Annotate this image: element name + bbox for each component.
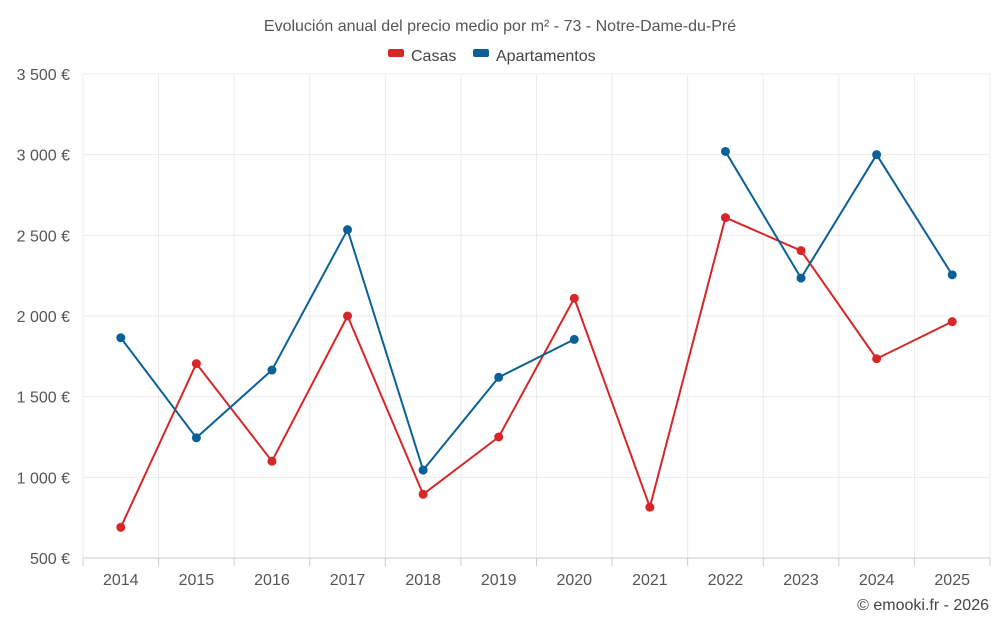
- data-point-casas[interactable]: [569, 293, 579, 303]
- y-tick-label: 1 000 €: [17, 470, 70, 487]
- data-point-casas[interactable]: [947, 317, 957, 327]
- x-tick-label: 2019: [481, 572, 517, 589]
- chart-title: Evolución anual del precio medio por m² …: [264, 18, 736, 35]
- data-point-apartamentos[interactable]: [796, 273, 806, 283]
- x-tick-label: 2018: [405, 572, 441, 589]
- x-tick-label: 2014: [103, 572, 139, 589]
- data-point-casas[interactable]: [796, 246, 806, 256]
- x-tick-label: 2017: [330, 572, 366, 589]
- data-point-casas[interactable]: [418, 489, 428, 499]
- data-point-apartamentos[interactable]: [872, 150, 882, 160]
- y-tick-label: 2 500 €: [17, 228, 70, 245]
- data-point-apartamentos[interactable]: [494, 372, 504, 382]
- data-point-apartamentos[interactable]: [191, 433, 201, 443]
- x-tick-label: 2022: [708, 572, 744, 589]
- data-point-casas[interactable]: [343, 311, 353, 321]
- y-tick-label: 3 500 €: [17, 67, 70, 84]
- x-tick-label: 2021: [632, 572, 668, 589]
- data-point-apartamentos[interactable]: [343, 225, 353, 235]
- x-tick-label: 2015: [179, 572, 215, 589]
- legend-item-casas[interactable]: Casas: [388, 48, 456, 65]
- series-line-apartamentos: [119, 228, 575, 472]
- data-point-casas[interactable]: [494, 432, 504, 442]
- x-tick-label: 2023: [783, 572, 819, 589]
- data-point-apartamentos[interactable]: [720, 146, 730, 156]
- series-apartamentos: [116, 146, 957, 475]
- data-point-casas[interactable]: [191, 359, 201, 369]
- y-tick-label: 1 500 €: [17, 390, 70, 407]
- data-point-casas[interactable]: [645, 502, 655, 512]
- series-line-apartamentos: [724, 150, 954, 280]
- x-axis: 2014 2015 2016 2017 2018 2019 2020 2021 2022 2023…: [82, 557, 991, 589]
- data-point-apartamentos[interactable]: [116, 333, 126, 343]
- y-tick-label: 500 €: [30, 551, 70, 568]
- x-tick-label: 2020: [556, 572, 592, 589]
- plot-series: [116, 146, 957, 532]
- series-casas: [116, 213, 957, 532]
- legend-label-apartamentos: Apartamentos: [496, 48, 596, 65]
- data-point-apartamentos[interactable]: [947, 270, 957, 280]
- data-point-apartamentos[interactable]: [267, 365, 277, 375]
- data-point-apartamentos[interactable]: [569, 334, 579, 344]
- series-line-casas: [119, 216, 953, 528]
- x-tick-label: 2024: [859, 572, 895, 589]
- data-point-casas[interactable]: [720, 213, 730, 223]
- x-tick-label: 2016: [254, 572, 290, 589]
- legend-label-casas: Casas: [411, 48, 456, 65]
- data-point-casas[interactable]: [267, 456, 277, 466]
- credit-text: © emooki.fr - 2026: [857, 597, 989, 614]
- legend: Casas Apartamentos: [388, 48, 596, 65]
- y-tick-label: 2 000 €: [17, 309, 70, 326]
- legend-item-apartamentos[interactable]: Apartamentos: [473, 48, 596, 65]
- y-tick-label: 3 000 €: [17, 148, 70, 165]
- data-point-casas[interactable]: [872, 354, 882, 364]
- legend-swatch-casas: [388, 49, 404, 57]
- legend-swatch-apartamentos: [473, 49, 489, 57]
- data-point-casas[interactable]: [116, 522, 126, 532]
- grid: [82, 73, 991, 558]
- data-point-apartamentos[interactable]: [418, 465, 428, 475]
- y-axis: 500 € 1 000 € 1 500 € 2 000 € 2 500 € 3 000 €…: [17, 67, 70, 568]
- x-tick-label: 2025: [934, 572, 970, 589]
